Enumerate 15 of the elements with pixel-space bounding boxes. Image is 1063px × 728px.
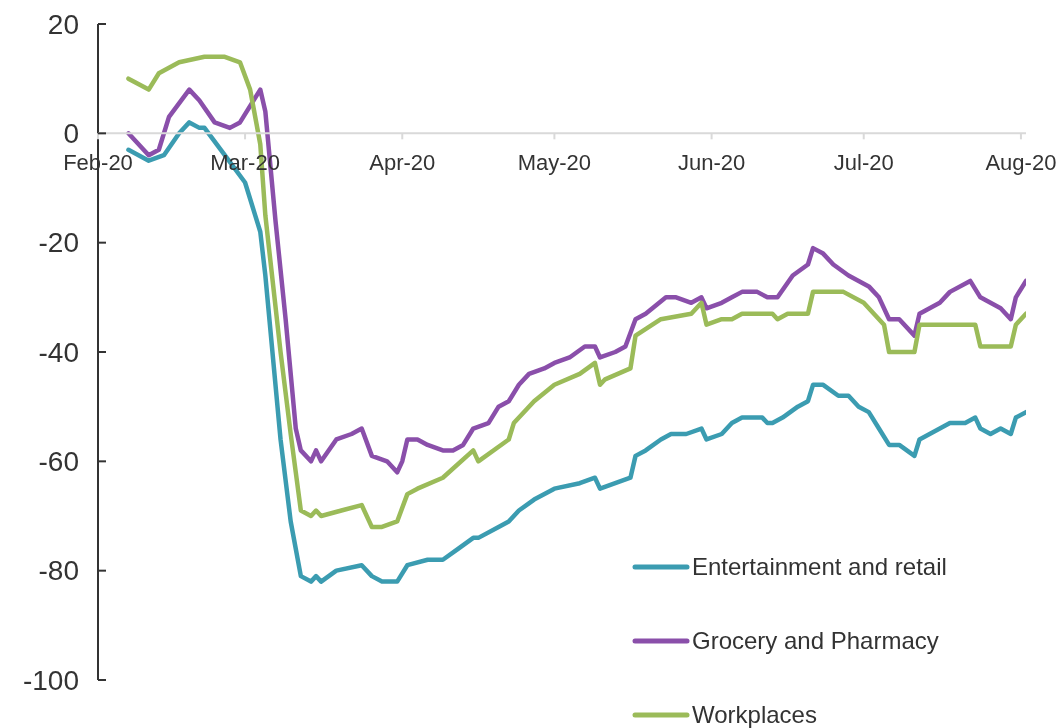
x-tick-label: Aug-20: [985, 149, 1057, 175]
legend-label: Grocery and Pharmacy: [692, 627, 939, 654]
legend-label: Workplaces: [692, 701, 817, 728]
y-tick-label: 20: [47, 8, 79, 40]
y-tick-label: -60: [38, 445, 79, 477]
y-tick-label: 0: [63, 117, 79, 149]
legend-label: Entertainment and retail: [692, 553, 947, 580]
y-tick-label: -20: [38, 227, 79, 259]
y-tick-label: -80: [38, 555, 79, 587]
y-tick-label: -100: [22, 664, 79, 696]
x-tick-label: Jul-20: [833, 149, 894, 175]
x-tick-label: Apr-20: [369, 149, 436, 175]
x-tick-label: Jun-20: [677, 149, 746, 175]
x-tick-label: May-20: [517, 149, 592, 175]
y-tick-label: -40: [38, 336, 79, 368]
